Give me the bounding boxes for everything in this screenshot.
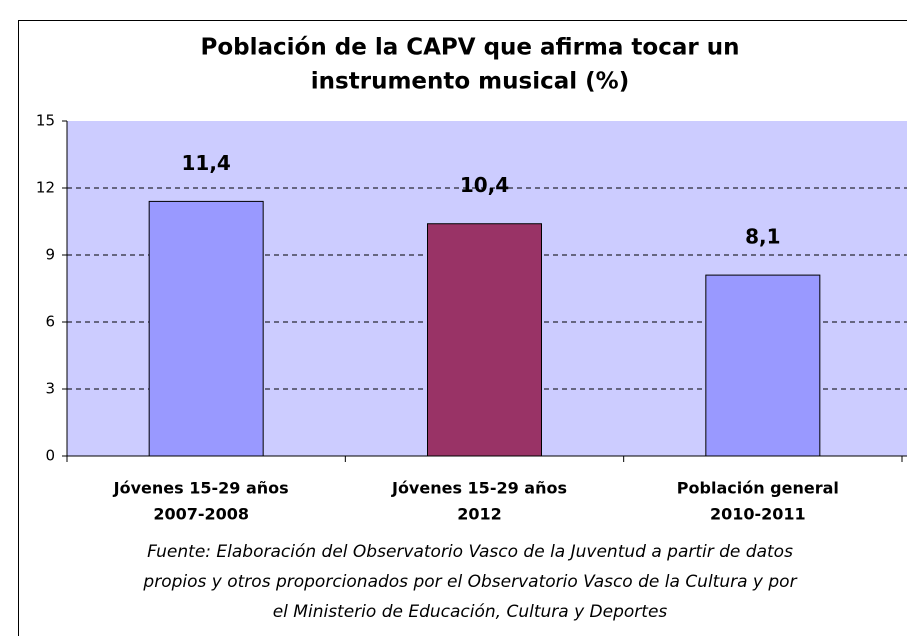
y-tick-label: 12 [36,179,55,197]
source-note: el Ministerio de Educación, Cultura y De… [273,602,668,622]
x-tick-label: Jóvenes 15-29 años [391,479,567,498]
y-tick-label: 15 [36,112,55,130]
x-tick-label: Población general [677,479,839,498]
data-label: 8,1 [745,225,780,249]
x-tick-label: 2012 [457,505,502,524]
y-tick-label: 9 [45,246,55,264]
x-tick-label: 2007-2008 [153,505,249,524]
data-label: 10,4 [460,173,509,197]
source-note: Fuente: Elaboración del Observatorio Vas… [147,542,793,562]
chart-title: instrumento musical (%) [311,69,629,95]
bar [148,200,264,457]
data-label: 11,4 [181,151,230,175]
x-tick-label: Jóvenes 15-29 años [113,479,289,498]
bar [427,223,542,457]
chart-title: Población de la CAPV que afirma tocar un [201,35,740,61]
y-tick-label: 6 [45,313,55,331]
x-tick-label: 2010-2011 [710,505,806,524]
source-note: propios y otros proporcionados por el Ob… [142,572,797,592]
y-tick-label: 3 [45,380,55,398]
bar [705,274,821,457]
y-tick-label: 0 [45,447,55,465]
